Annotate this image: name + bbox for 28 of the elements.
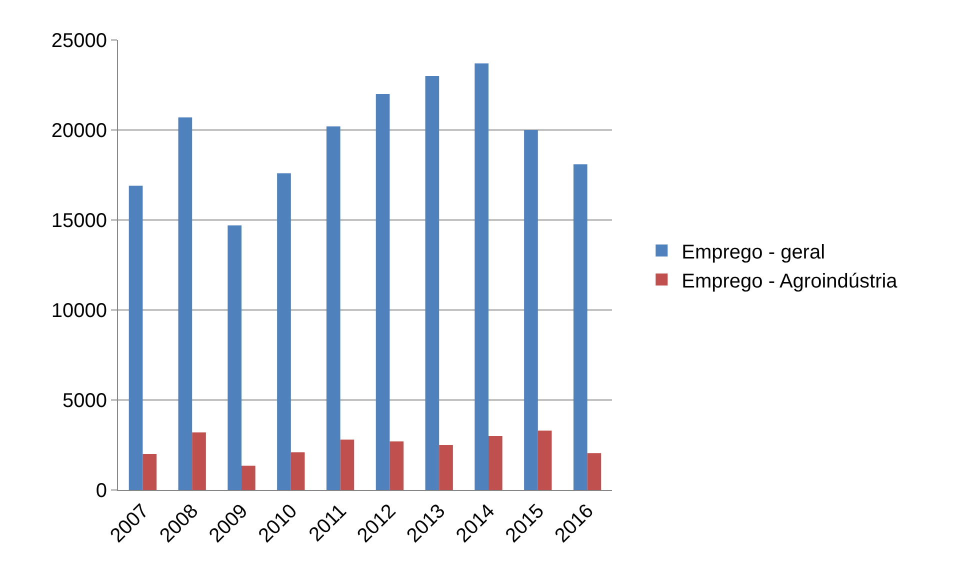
y-tick-label: 0 <box>96 480 107 502</box>
bar <box>390 441 404 490</box>
y-tick-label: 25000 <box>51 30 107 52</box>
legend-label: Emprego - geral <box>682 241 826 264</box>
bar <box>178 117 192 490</box>
bar <box>425 76 440 490</box>
bar <box>376 94 390 490</box>
bar <box>524 130 538 490</box>
bar <box>474 63 488 490</box>
bar <box>277 173 291 490</box>
bar <box>587 453 602 490</box>
y-tick-label: 10000 <box>51 300 107 322</box>
bar <box>439 445 453 490</box>
bar <box>242 466 256 490</box>
bar <box>228 225 242 490</box>
y-tick-label: 15000 <box>51 210 107 232</box>
bar <box>192 432 206 490</box>
bar <box>340 440 354 490</box>
bar <box>142 454 157 490</box>
y-tick-label: 5000 <box>62 390 107 412</box>
bar <box>326 126 340 490</box>
bar <box>538 430 552 490</box>
y-tick-label: 20000 <box>51 120 107 142</box>
legend-label: Emprego - Agroindústria <box>682 270 898 292</box>
bar <box>488 436 502 490</box>
bar <box>128 186 143 490</box>
bar <box>290 452 305 490</box>
bar <box>573 164 588 490</box>
